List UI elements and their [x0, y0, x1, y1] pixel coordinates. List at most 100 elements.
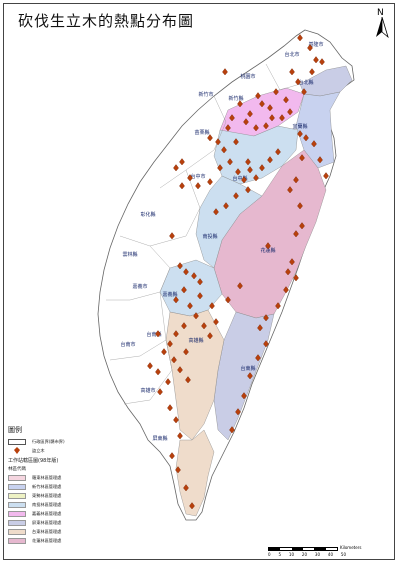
hotspot-point — [195, 182, 201, 190]
legend-district-row: 東勢林區管理處 — [8, 491, 128, 500]
scale-tick-label: 0 — [268, 552, 271, 557]
hotspot-point — [263, 340, 269, 348]
hotspot-point — [207, 332, 213, 340]
hotspot-point — [253, 124, 259, 132]
legend: 圖例 行政區界(縣市界) 盜立木 工作站轄區圖(98年版) 林區代碼 羅東林區管… — [8, 425, 128, 560]
hotspot-point — [207, 178, 213, 186]
hotspot-point — [173, 296, 179, 304]
scale-tick-label: 5 — [278, 552, 281, 557]
hotspot-point — [289, 68, 295, 76]
city-label: 台北縣 — [298, 79, 313, 86]
hotspot-point — [177, 262, 183, 270]
legend-district-label: 台東林區管理處 — [32, 528, 62, 534]
hotspot-point — [243, 118, 249, 126]
hotspot-point — [237, 100, 243, 108]
city-label: 台中市 — [190, 173, 205, 180]
city-label: 台東縣 — [240, 365, 255, 372]
hotspot-point — [293, 176, 299, 184]
hotspot-point — [317, 156, 323, 164]
district-swatch — [8, 537, 26, 544]
hotspot-point — [307, 44, 313, 52]
legend-district-row: 花蓮林區管理處 — [8, 536, 128, 545]
north-arrow: N — [372, 8, 392, 40]
hotspot-point — [167, 340, 173, 348]
hotspot-point — [197, 278, 203, 286]
hotspot-point — [295, 78, 301, 86]
hotspot-point — [297, 34, 303, 42]
city-label: 嘉義縣 — [162, 291, 177, 298]
hotspot-point — [283, 96, 289, 104]
city-label: 南投縣 — [202, 233, 217, 240]
hotspot-point — [217, 164, 223, 172]
legend-group-heading: 工作站轄區圖(98年版) — [8, 458, 59, 464]
city-label: 台中縣 — [232, 175, 247, 182]
scale-tick-label: 20 — [301, 552, 307, 557]
legend-district-row: 嘉義林區管理處 — [8, 509, 128, 518]
district-swatch — [8, 474, 26, 481]
city-label: 高雄市 — [140, 387, 155, 394]
hotspot-point — [189, 502, 195, 510]
hotspot-point — [255, 354, 261, 362]
hotspot-point — [225, 124, 231, 132]
hotspot-point — [253, 174, 259, 182]
hotspot-point — [283, 286, 289, 294]
city-label: 桃園市 — [240, 73, 255, 80]
hotspot-point — [309, 68, 315, 76]
city-label: 雲林縣 — [122, 251, 137, 258]
hotspot-point — [183, 484, 189, 492]
legend-district-row: 屏東林區管理處 — [8, 518, 128, 527]
hotspot-point — [229, 114, 235, 122]
scale-labels: 0 5 10 20 30 40 50 — [268, 552, 346, 557]
north-label: N — [377, 8, 384, 18]
legend-point-row: 盜立木 — [8, 446, 128, 455]
legend-district-label: 花蓮林區管理處 — [32, 537, 62, 543]
hotspot-point — [267, 104, 273, 112]
legend-district-list: 羅東林區管理處 新竹林區管理處 東勢林區管理處 南投林區管理處嘉義林區管理處 屏東林區管… — [8, 473, 128, 545]
district-swatch — [8, 483, 26, 490]
hotspot-point — [237, 282, 243, 290]
hotspot-point — [263, 314, 269, 322]
hotspot-point — [179, 182, 185, 190]
hotspot-point — [319, 58, 325, 66]
city-label: 屏東縣 — [152, 435, 167, 442]
boundary-swatch — [8, 438, 26, 445]
hotspot-point — [213, 318, 219, 326]
hotspot-point — [245, 158, 251, 166]
hotspot-point — [263, 122, 269, 130]
hotspot-point — [297, 202, 303, 210]
hotspot-point — [259, 164, 265, 172]
hotspot-point — [299, 222, 305, 230]
hotspot-point — [169, 452, 175, 460]
legend-district-label: 東勢林區管理處 — [32, 492, 62, 498]
hotspot-point — [313, 56, 319, 64]
hotspot-point — [147, 362, 153, 370]
scale-bar: Kilometers 0 5 10 20 30 40 50 — [268, 545, 361, 561]
hotspot-point — [229, 426, 235, 434]
legend-group-sub: 林區代碼 — [8, 467, 26, 472]
city-label: 台南縣 — [146, 331, 161, 338]
hotspot-point — [257, 324, 263, 332]
hotspot-point — [177, 432, 183, 440]
legend-district-label: 南投林區管理處 — [32, 501, 62, 507]
legend-heading: 圖例 — [8, 426, 22, 434]
hotspot-point — [175, 466, 181, 474]
legend-district-row: 新竹林區管理處 — [8, 482, 128, 491]
hotspot-point — [241, 392, 247, 400]
hotspot-point — [293, 230, 299, 238]
legend-district-label: 新竹林區管理處 — [32, 483, 62, 489]
hotspot-point — [287, 186, 293, 194]
hotspot-point — [285, 268, 291, 276]
hotspot-point — [269, 114, 275, 122]
city-label: 新竹市 — [198, 91, 213, 98]
hotspot-point — [279, 114, 285, 122]
point-swatch — [8, 447, 26, 454]
hotspot-point — [177, 366, 183, 374]
hotspot-point — [303, 134, 309, 142]
hotspot-point — [181, 286, 187, 294]
hotspot-point — [259, 100, 265, 108]
city-label: 高雄縣 — [188, 337, 203, 344]
legend-district-label: 羅東林區管理處 — [32, 474, 62, 480]
scale-bar-graphic — [268, 547, 338, 551]
hotspot-point — [183, 268, 189, 276]
